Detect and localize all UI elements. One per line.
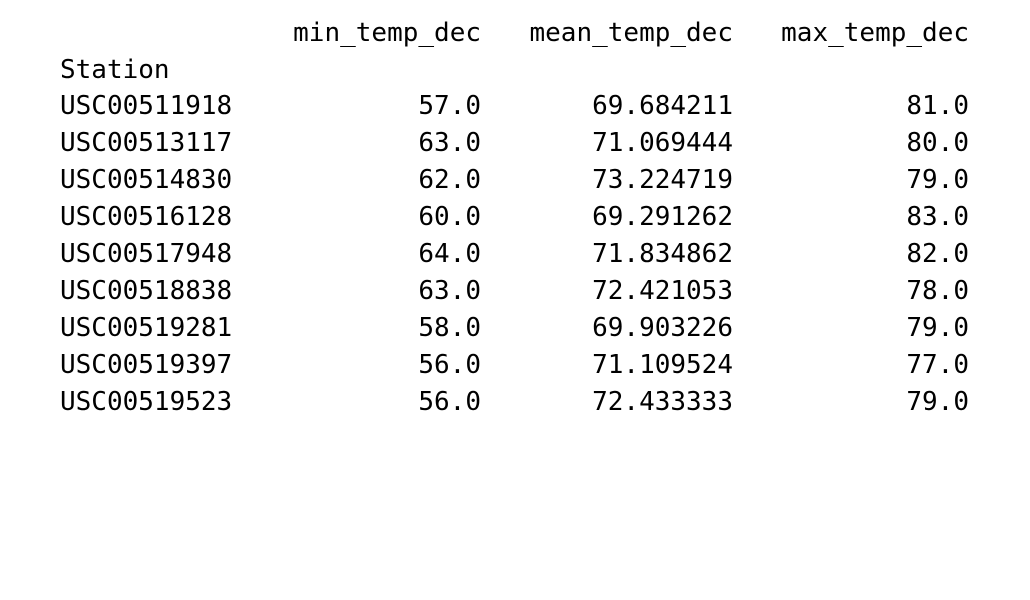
min-temp-value: 62.0 xyxy=(418,165,481,195)
mean-temp-value: 69.684211 xyxy=(592,91,733,121)
table-row: USC00513117 63.0 71.069444 80.0 xyxy=(0,125,1030,161)
max-temp-value: 77.0 xyxy=(906,350,969,380)
station-id: USC00516128 xyxy=(60,202,233,232)
column-header-row: min_temp_dec mean_temp_dec max_temp_dec xyxy=(0,15,1030,51)
min-temp-value: 56.0 xyxy=(418,350,481,380)
table-row: USC00518838 63.0 72.421053 78.0 xyxy=(0,273,1030,309)
mean-temp-value: 72.433333 xyxy=(592,387,733,417)
index-name-label: Station xyxy=(60,55,170,85)
min-temp-value: 64.0 xyxy=(418,239,481,269)
table-row: USC00517948 64.0 71.834862 82.0 xyxy=(0,236,1030,272)
table-row: USC00519397 56.0 71.109524 77.0 xyxy=(0,347,1030,383)
min-temp-value: 63.0 xyxy=(418,128,481,158)
column-header-max-temp: max_temp_dec xyxy=(781,18,969,48)
mean-temp-value: 69.291262 xyxy=(592,202,733,232)
max-temp-value: 79.0 xyxy=(906,387,969,417)
station-id: USC00514830 xyxy=(60,165,233,195)
min-temp-value: 60.0 xyxy=(418,202,481,232)
dataframe-output: min_temp_dec mean_temp_dec max_temp_dec … xyxy=(0,15,1030,420)
station-id: USC00513117 xyxy=(60,128,233,158)
max-temp-value: 81.0 xyxy=(906,91,969,121)
mean-temp-value: 69.903226 xyxy=(592,313,733,343)
table-row: USC00519523 56.0 72.433333 79.0 xyxy=(0,384,1030,420)
max-temp-value: 80.0 xyxy=(906,128,969,158)
mean-temp-value: 71.834862 xyxy=(592,239,733,269)
station-id: USC00518838 xyxy=(60,276,233,306)
station-id: USC00519523 xyxy=(60,387,233,417)
mean-temp-value: 72.421053 xyxy=(592,276,733,306)
station-id: USC00519397 xyxy=(60,350,233,380)
mean-temp-value: 71.109524 xyxy=(592,350,733,380)
min-temp-value: 63.0 xyxy=(418,276,481,306)
mean-temp-value: 73.224719 xyxy=(592,165,733,195)
station-id: USC00511918 xyxy=(60,91,233,121)
max-temp-value: 79.0 xyxy=(906,165,969,195)
min-temp-value: 58.0 xyxy=(418,313,481,343)
mean-temp-value: 71.069444 xyxy=(592,128,733,158)
min-temp-value: 56.0 xyxy=(418,387,481,417)
table-row: USC00519281 58.0 69.903226 79.0 xyxy=(0,310,1030,346)
index-name-row: Station xyxy=(0,52,1030,88)
station-id: USC00519281 xyxy=(60,313,233,343)
max-temp-value: 82.0 xyxy=(906,239,969,269)
table-row: USC00511918 57.0 69.684211 81.0 xyxy=(0,88,1030,124)
min-temp-value: 57.0 xyxy=(418,91,481,121)
table-row: USC00514830 62.0 73.224719 79.0 xyxy=(0,162,1030,198)
station-id: USC00517948 xyxy=(60,239,233,269)
max-temp-value: 79.0 xyxy=(906,313,969,343)
column-header-min-temp: min_temp_dec xyxy=(293,18,481,48)
max-temp-value: 78.0 xyxy=(906,276,969,306)
table-row: USC00516128 60.0 69.291262 83.0 xyxy=(0,199,1030,235)
column-header-mean-temp: mean_temp_dec xyxy=(529,18,734,48)
max-temp-value: 83.0 xyxy=(906,202,969,232)
